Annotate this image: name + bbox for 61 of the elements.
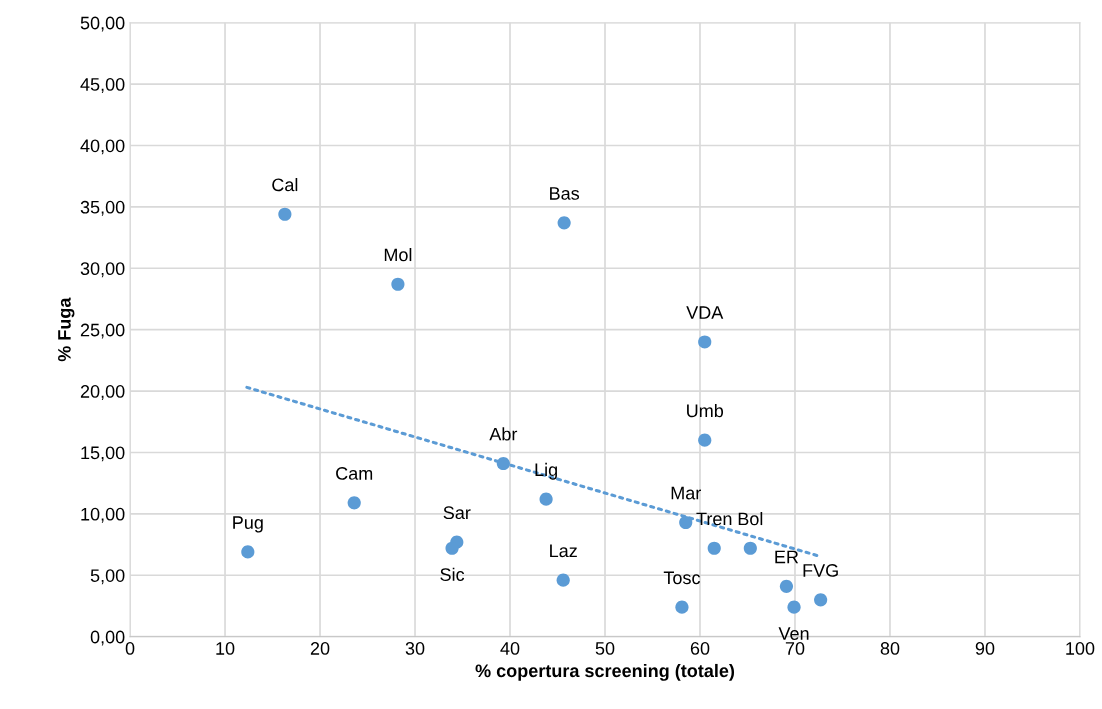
point xyxy=(556,573,570,587)
x-tick-label: 70 xyxy=(785,642,805,655)
point xyxy=(675,600,689,614)
annotation: Mar xyxy=(671,486,701,500)
x-tick-label: 100 xyxy=(1066,642,1095,655)
y-tick-label: 30,00 xyxy=(80,262,125,278)
point xyxy=(496,456,510,471)
annotation: Mol xyxy=(384,247,412,262)
y-tick-label: 5,00 xyxy=(90,569,125,585)
y-tick-label: 10,00 xyxy=(81,507,125,523)
annotation: Tren xyxy=(696,512,732,526)
point xyxy=(445,541,459,555)
y-tick-label: 50,00 xyxy=(80,16,125,32)
x-tick-label: 10 xyxy=(216,642,235,655)
y-tick-label: 25,00 xyxy=(80,323,125,339)
point xyxy=(787,600,801,614)
point xyxy=(241,545,255,559)
x-tick-label: 80 xyxy=(880,642,900,655)
x-tick-label: 50 xyxy=(595,642,615,655)
x-tick-label: 40 xyxy=(500,642,520,655)
x-tick-label: 60 xyxy=(690,642,710,655)
point xyxy=(347,496,361,510)
x-tick-label: 0 xyxy=(125,642,135,655)
y-tick-label: 40,00 xyxy=(80,139,125,155)
annotation: Bol xyxy=(738,511,763,526)
annotation: Cal xyxy=(272,177,298,192)
y-axis-title: % Fuga xyxy=(58,297,75,362)
y-tick-label: 15,00 xyxy=(81,446,125,462)
point xyxy=(539,492,553,506)
annotation: VDA xyxy=(686,306,724,319)
y-tick-label: 35,00 xyxy=(80,200,125,216)
point xyxy=(698,335,712,349)
point xyxy=(679,515,693,530)
y-tick-label: 45,00 xyxy=(80,78,125,93)
point xyxy=(391,277,405,291)
annotation: Lig xyxy=(535,462,557,480)
annotation: Sar xyxy=(443,506,471,520)
annotation: Tosc xyxy=(663,571,701,585)
point xyxy=(707,541,721,555)
annotation: ER xyxy=(775,550,799,564)
point xyxy=(278,207,292,221)
annotation: Ven xyxy=(778,627,809,640)
annotation: Umb xyxy=(687,403,724,418)
annotation: Abr xyxy=(489,427,518,441)
point xyxy=(779,579,794,593)
point xyxy=(698,433,712,447)
x-tick-label: 90 xyxy=(975,642,995,655)
x-tick-label: 20 xyxy=(310,642,330,655)
annotation: Bas xyxy=(550,187,580,200)
y-tick-label: 0,00 xyxy=(90,630,125,646)
point xyxy=(743,541,757,555)
y-tick-label: 20,00 xyxy=(80,385,125,400)
x-tick-label: 30 xyxy=(405,642,425,655)
annotation: FVG xyxy=(803,564,838,577)
x-axis-title: % copertura screening (totale) xyxy=(475,663,735,681)
annotation: Cam xyxy=(336,467,373,480)
annotation: Pug xyxy=(233,516,263,533)
annotation: Laz xyxy=(550,544,577,558)
annotation: Sic xyxy=(440,567,465,581)
point xyxy=(814,593,828,607)
point xyxy=(557,216,571,230)
